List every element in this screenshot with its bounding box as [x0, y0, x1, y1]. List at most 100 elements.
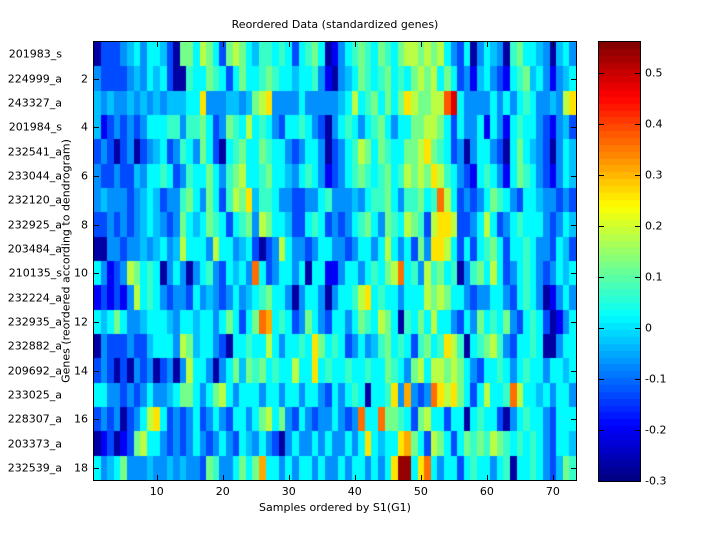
x-tick-label: 50 — [413, 485, 428, 498]
y-tick-mark — [94, 273, 99, 274]
gene-label: 232925_a — [7, 218, 62, 231]
x-tick-mark — [157, 475, 158, 480]
x-tick-mark — [289, 475, 290, 480]
colorbar-tick-mark — [635, 277, 640, 278]
colorbar-tick-mark — [635, 175, 640, 176]
colorbar-tick-label: 0.4 — [645, 117, 663, 131]
y-tick-label: 18 — [74, 461, 88, 475]
gene-label: 203373_a — [7, 437, 62, 450]
colorbar-tick-label: -0.3 — [645, 474, 667, 488]
gene-label: 209692_a — [7, 364, 62, 377]
gene-label: 201983_s — [8, 47, 62, 61]
y-tick-mark — [94, 127, 99, 128]
gene-label: 228307_a — [7, 412, 62, 426]
y-tick-mark — [94, 225, 99, 226]
gene-label: 233044_a — [7, 169, 62, 183]
x-tick-label: 20 — [215, 485, 230, 498]
colorbar-border — [598, 41, 641, 482]
colorbar-tick-label: 0.1 — [645, 270, 663, 284]
x-tick-mark — [223, 42, 224, 47]
x-tick-label: 40 — [347, 485, 362, 498]
colorbar-tick-mark — [635, 379, 640, 380]
x-tick-label: 70 — [545, 485, 560, 498]
gene-label: 201984_s — [8, 120, 62, 134]
colorbar-canvas — [599, 42, 640, 481]
colorbar-tick-mark — [599, 328, 604, 329]
x-axis-label: Samples ordered by S1(G1) — [259, 501, 411, 514]
colorbar-tick-mark — [635, 430, 640, 431]
colorbar-tick-mark — [599, 481, 604, 482]
y-tick-mark — [571, 322, 576, 323]
gene-label: 232224_a — [7, 291, 62, 304]
colorbar-tick-mark — [635, 73, 640, 74]
gene-label: 210135_s — [8, 266, 62, 280]
colorbar-tick-mark — [599, 175, 604, 176]
colorbar-tick-mark — [599, 124, 604, 125]
x-tick-mark — [421, 475, 422, 480]
colorbar-tick-mark — [599, 430, 604, 431]
colorbar-tick-mark — [599, 73, 604, 74]
colorbar-tick-mark — [635, 328, 640, 329]
x-tick-label: 30 — [281, 485, 296, 498]
colorbar-tick-mark — [635, 124, 640, 125]
colorbar-tick-mark — [635, 226, 640, 227]
x-tick-label: 10 — [149, 485, 164, 498]
x-tick-mark — [553, 42, 554, 47]
colorbar-tick-label: 0.2 — [645, 219, 663, 233]
y-tick-label: 4 — [81, 120, 88, 134]
colorbar-tick-label: 0 — [645, 321, 652, 335]
y-tick-mark — [94, 468, 99, 469]
colorbar-tick-label: 0.3 — [645, 168, 663, 182]
x-tick-mark — [355, 42, 356, 47]
y-tick-label: 16 — [74, 412, 88, 426]
gene-label: 203484_a — [7, 242, 62, 256]
y-tick-mark — [571, 468, 576, 469]
gene-label: 243327_a — [7, 96, 62, 110]
y-tick-mark — [94, 371, 99, 372]
y-tick-mark — [571, 273, 576, 274]
y-tick-label: 10 — [74, 266, 88, 280]
gene-label: 232882_a — [7, 339, 62, 353]
gene-label: 232935_a — [7, 315, 62, 329]
figure-title: Reordered Data (standardized genes) — [231, 18, 439, 31]
x-tick-mark — [421, 42, 422, 47]
x-tick-label: 60 — [479, 485, 494, 498]
y-tick-mark — [571, 419, 576, 420]
colorbar-tick-mark — [599, 226, 604, 227]
colorbar-tick-mark — [599, 277, 604, 278]
gene-label: 232539_a — [7, 461, 62, 475]
gene-label: 233025_a — [7, 388, 62, 402]
colorbar-tick-label: -0.1 — [645, 372, 667, 386]
x-tick-mark — [289, 42, 290, 47]
x-tick-mark — [223, 475, 224, 480]
y-tick-label: 2 — [81, 72, 88, 85]
y-tick-mark — [94, 79, 99, 80]
plot-border — [93, 41, 577, 481]
y-tick-mark — [571, 127, 576, 128]
y-tick-mark — [571, 225, 576, 226]
gene-label: 232541_a — [7, 145, 62, 158]
y-tick-mark — [94, 419, 99, 420]
colorbar-tick-mark — [635, 481, 640, 482]
x-tick-mark — [487, 475, 488, 480]
colorbar-tick-label: 0.5 — [645, 66, 663, 80]
x-tick-mark — [487, 42, 488, 47]
y-tick-mark — [571, 371, 576, 372]
x-tick-mark — [355, 475, 356, 480]
y-tick-label: 14 — [74, 364, 88, 377]
colorbar-tick-label: -0.2 — [645, 423, 667, 437]
y-tick-mark — [571, 176, 576, 177]
colorbar-tick-mark — [599, 379, 604, 380]
x-tick-mark — [553, 475, 554, 480]
heatmap-canvas — [94, 42, 576, 480]
y-tick-mark — [571, 79, 576, 80]
gene-label: 224999_a — [7, 72, 62, 85]
gene-label: 232120_a — [7, 193, 62, 207]
y-tick-mark — [94, 176, 99, 177]
y-tick-label: 8 — [81, 218, 88, 231]
x-tick-mark — [157, 42, 158, 47]
y-tick-label: 6 — [81, 169, 88, 183]
y-tick-label: 12 — [74, 315, 88, 329]
y-tick-mark — [94, 322, 99, 323]
